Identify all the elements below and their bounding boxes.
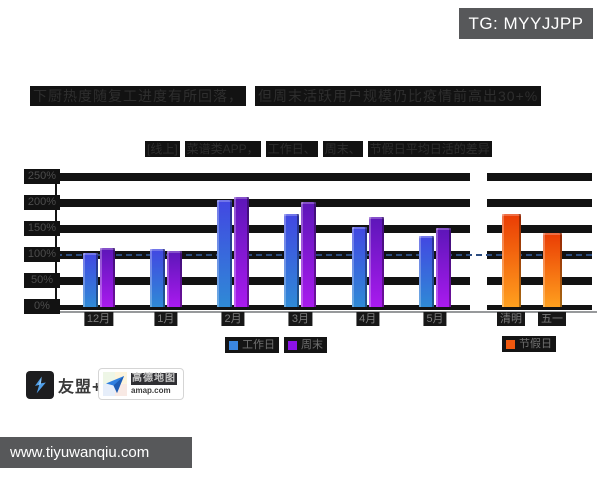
x-tick-label: 1月 bbox=[154, 312, 178, 326]
bar-工作日-4月 bbox=[351, 227, 367, 307]
umeng-logo-text: 友盟+ bbox=[58, 379, 103, 396]
umeng-bird-icon bbox=[26, 371, 54, 399]
x-tick-label: 2月 bbox=[221, 312, 245, 326]
amap-logo: 高德地图 amap.com bbox=[98, 368, 184, 400]
x-tick-label: 5月 bbox=[423, 312, 447, 326]
legend-item: 节假日 bbox=[502, 336, 556, 352]
gridline bbox=[487, 173, 592, 181]
x-tick-label: 五一 bbox=[538, 312, 566, 326]
page-title: 下厨热度随复工进度有所回落， 但周末活跃用户规模仍比疫情前高出30+% bbox=[30, 86, 542, 106]
chart-subtitle-segment: [线上] bbox=[145, 141, 180, 157]
bar-节假日-五一 bbox=[542, 233, 562, 307]
chart-subtitle-segment: 节假日平均日活的差异 bbox=[367, 141, 492, 157]
legend-swatch bbox=[506, 339, 515, 349]
y-tick-label: 150% bbox=[24, 221, 60, 236]
bar-周末-4月 bbox=[368, 216, 384, 307]
gridline bbox=[55, 199, 470, 207]
bar-周末-3月 bbox=[301, 202, 317, 307]
umeng-logo: 友盟+ bbox=[26, 371, 102, 399]
bar-周末-1月 bbox=[166, 251, 182, 307]
x-tick-label: 12月 bbox=[83, 312, 114, 326]
legend-item: 周末 bbox=[284, 337, 327, 353]
bar-周末-12月 bbox=[99, 248, 115, 307]
x-tick-label: 清明 bbox=[497, 312, 525, 326]
y-tick-label: 100% bbox=[24, 247, 60, 262]
gridline bbox=[487, 199, 592, 207]
bar-周末-2月 bbox=[234, 196, 250, 307]
telegram-badge: TG: MYYJJPP bbox=[459, 8, 593, 39]
legend-item: 工作日 bbox=[225, 337, 279, 353]
x-axis-line bbox=[48, 311, 597, 313]
bar-工作日-3月 bbox=[284, 214, 300, 307]
gridline bbox=[55, 305, 470, 310]
y-tick-label: 0% bbox=[24, 299, 60, 314]
page-title-segment: 下厨热度随复工进度有所回落， bbox=[30, 86, 246, 106]
bar-周末-5月 bbox=[436, 228, 451, 307]
amap-logo-domain: amap.com bbox=[131, 386, 171, 395]
website-url-bar: www.tiyuwanqiu.com bbox=[0, 437, 192, 468]
legend-swatch bbox=[229, 340, 238, 350]
bar-工作日-12月 bbox=[82, 253, 98, 307]
baseline-reference-line bbox=[56, 254, 592, 256]
chart-subtitle-segment: 周末、 bbox=[322, 141, 363, 157]
legend-label: 周末 bbox=[301, 338, 323, 351]
gridline bbox=[55, 225, 470, 233]
chart-subtitle-segment: 工作日、 bbox=[265, 141, 318, 157]
bar-工作日-1月 bbox=[149, 248, 165, 307]
gridline bbox=[487, 277, 592, 285]
legend-label: 节假日 bbox=[519, 337, 552, 350]
y-axis-line bbox=[55, 177, 57, 307]
bar-工作日-2月 bbox=[217, 200, 233, 307]
chart-subtitle: [线上] 菜谱类APP， 工作日、 周末、 节假日平均日活的差异 bbox=[145, 141, 492, 157]
chart-subtitle-segment: 菜谱类APP， bbox=[184, 141, 261, 157]
bar-工作日-5月 bbox=[419, 235, 434, 307]
gridline bbox=[55, 173, 470, 181]
page-title-segment: 但周末活跃用户规模仍比疫情前高出30+% bbox=[255, 86, 542, 106]
y-tick-label: 250% bbox=[24, 169, 60, 184]
bar-节假日-清明 bbox=[501, 214, 521, 307]
gridline bbox=[55, 277, 470, 285]
y-tick-label: 200% bbox=[24, 195, 60, 210]
y-tick-label: 50% bbox=[24, 273, 60, 288]
x-tick-label: 3月 bbox=[288, 312, 312, 326]
x-tick-label: 4月 bbox=[356, 312, 380, 326]
amap-logo-name: 高德地图 bbox=[131, 373, 177, 385]
paper-plane-icon bbox=[103, 372, 127, 396]
gridline bbox=[487, 305, 592, 310]
legend-label: 工作日 bbox=[242, 338, 275, 351]
legend-swatch bbox=[288, 340, 297, 350]
gridline bbox=[487, 225, 592, 233]
